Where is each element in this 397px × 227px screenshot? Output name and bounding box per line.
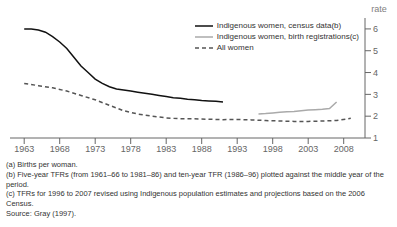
svg-text:1998: 1998	[263, 144, 283, 154]
html-text:All women: All women	[216, 43, 254, 52]
svg-text:1973: 1973	[85, 144, 105, 154]
html-text:(c) TFRs for 1996 to 2007 revi: (c) TFRs for 1996 to 2007 revised using …	[6, 189, 365, 208]
html-text:Indigenous women, birth regist: Indigenous women, birth registrations(c)	[216, 32, 359, 41]
html-text:(a) Births per woman.: (a) Births per woman.	[6, 160, 78, 169]
svg-text:5: 5	[373, 46, 378, 56]
svg-text:1963: 1963	[14, 144, 34, 154]
svg-text:6: 6	[373, 24, 378, 34]
svg-text:1993: 1993	[227, 144, 247, 154]
html-text:Indigenous women, census data(: Indigenous women, census data(b)	[216, 21, 342, 30]
svg-text:1: 1	[373, 133, 378, 143]
svg-text:2: 2	[373, 111, 378, 121]
svg-text:2008: 2008	[334, 144, 354, 154]
svg-text:1978: 1978	[121, 144, 141, 154]
svg-text:1968: 1968	[50, 144, 70, 154]
svg-text:rate: rate	[371, 4, 387, 14]
html-text:Source: Gray (1997).: Source: Gray (1997).	[6, 208, 76, 218]
svg-text:1983: 1983	[156, 144, 176, 154]
svg-text:2003: 2003	[298, 144, 318, 154]
html-text:(b) Five-year TFRs (from 1961–: (b) Five-year TFRs (from 1961–66 to 1981…	[6, 169, 384, 189]
svg-text:4: 4	[373, 68, 378, 78]
svg-text:3: 3	[373, 90, 378, 100]
svg-text:1988: 1988	[192, 144, 212, 154]
